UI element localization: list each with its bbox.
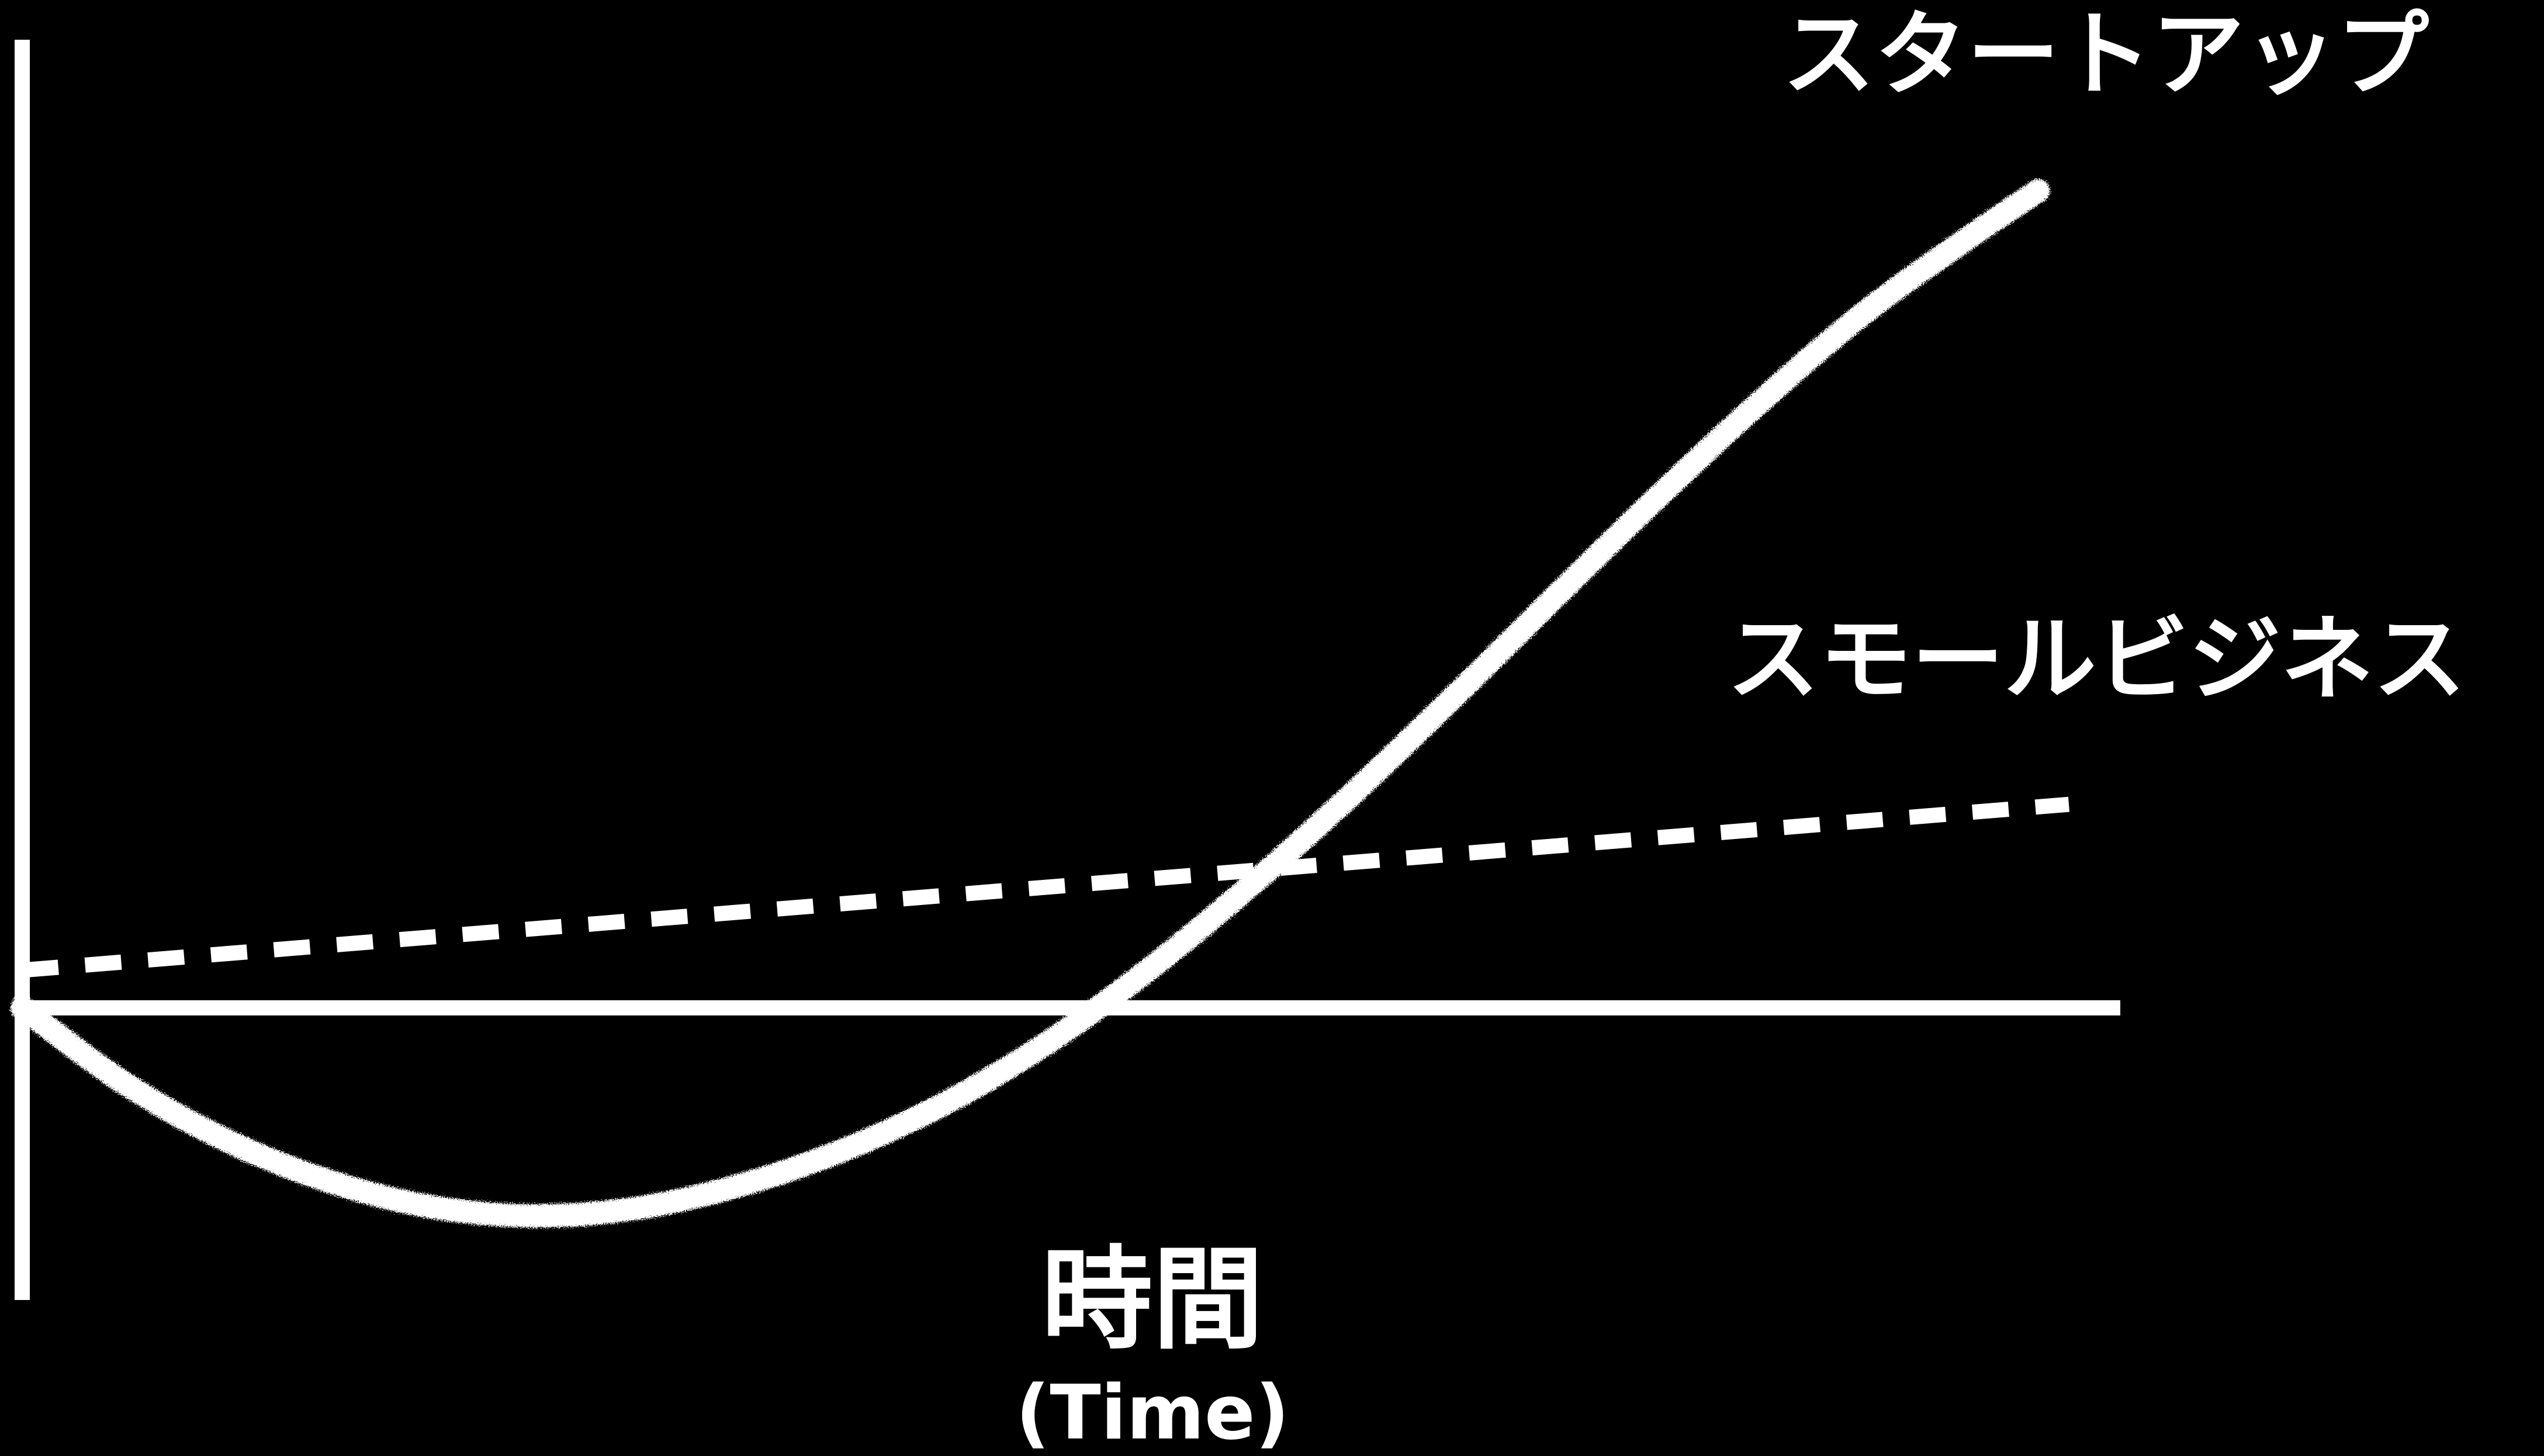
series-line-startup	[11, 179, 2050, 1228]
axes	[15, 40, 2120, 1300]
series-group	[11, 179, 2070, 1228]
x-axis-title: 時間	[1041, 1234, 1264, 1364]
x-axis-title-sub: (Time)	[1016, 1370, 1289, 1456]
series-label-startup: スタートアップ	[1782, 1, 2429, 109]
labels-group: スタートアップ スモールビジネス 時間 (Time)	[1016, 1, 2466, 1456]
series-label-small-business: スモールビジネス	[1727, 605, 2466, 713]
series-line-small-business	[21, 796, 2070, 978]
